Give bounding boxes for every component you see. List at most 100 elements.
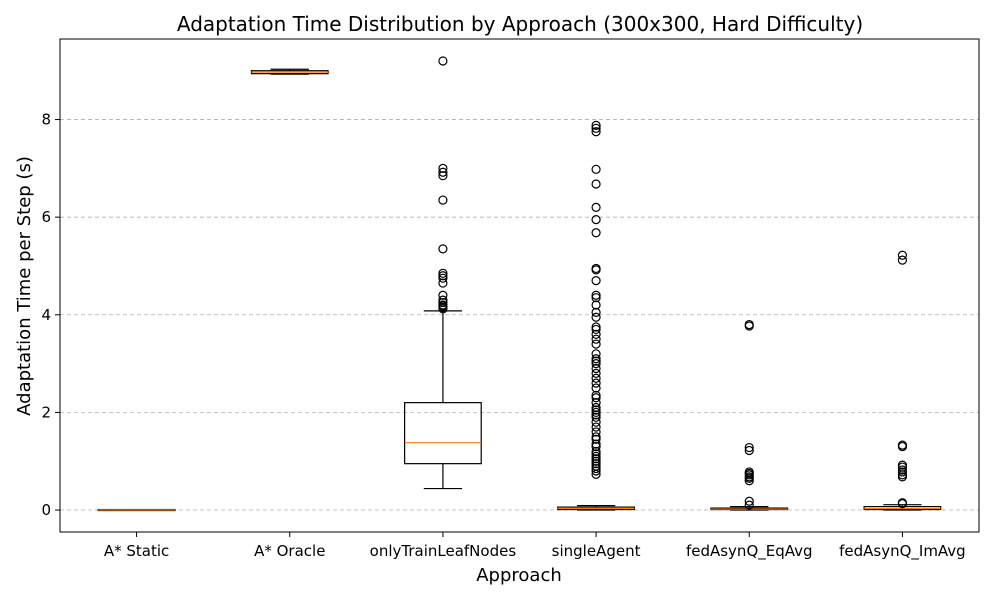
outlier-point (591, 407, 601, 418)
outlier-point (591, 461, 601, 471)
outlier-point (591, 441, 601, 452)
outlier-point (591, 293, 601, 303)
outlier-point (591, 322, 601, 332)
outlier-point (591, 456, 601, 466)
outlier-point (591, 307, 601, 317)
outlier-point (438, 278, 448, 288)
outlier-point (591, 466, 601, 476)
outlier-point (744, 496, 754, 506)
outlier-point (591, 459, 601, 469)
outlier-point (438, 195, 448, 205)
outlier-point (438, 163, 448, 173)
box-group (710, 319, 789, 511)
box-iqr (404, 402, 482, 465)
outlier-point (591, 446, 601, 457)
x-axis: A* Static A* Oracle onlyTrainLeafNodes sing… (104, 532, 966, 561)
outlier-point (897, 250, 908, 260)
grid-lines (60, 119, 979, 511)
outlier-point (438, 297, 448, 308)
box-group (863, 250, 942, 511)
outlier-point (591, 354, 601, 364)
outlier-point (591, 228, 601, 238)
x-axis-label: Approach (476, 565, 562, 586)
outlier-point (591, 324, 601, 335)
outlier-point (591, 356, 601, 366)
outlier-point (591, 449, 601, 459)
outlier-point (438, 273, 448, 283)
outlier-point (591, 123, 601, 133)
outlier-point (591, 349, 601, 359)
y-tick-label: 2 (41, 403, 51, 421)
outlier-point (591, 378, 601, 388)
outlier-point (591, 412, 601, 422)
outlier-point (438, 271, 448, 281)
outlier-point (438, 300, 448, 310)
outlier-point (897, 440, 908, 450)
outlier-point (591, 422, 601, 432)
outlier-point (591, 393, 601, 403)
outlier-point (591, 202, 601, 213)
x-tick-label: onlyTrainLeafNodes (370, 542, 517, 560)
box-group (250, 68, 329, 75)
y-axis: 0 2 4 6 8 (41, 111, 60, 519)
outlier-point (744, 476, 754, 486)
outlier-point (744, 445, 754, 456)
y-tick-label: 8 (41, 111, 51, 129)
outlier-point (591, 398, 601, 408)
outlier-point (438, 56, 448, 66)
outlier-point (897, 255, 908, 265)
y-axis-label: Adaptation Time per Step (s) (14, 156, 35, 416)
outlier-point (591, 439, 601, 449)
outlier-point (591, 454, 601, 464)
outlier-point (744, 500, 754, 510)
plot-area (97, 56, 942, 512)
outlier-point (591, 390, 601, 400)
outlier-point (897, 465, 908, 475)
outlier-point (591, 127, 601, 137)
outlier-point (591, 312, 601, 322)
x-tick-label: singleAgent (552, 542, 641, 560)
y-tick-label: 0 (41, 501, 51, 519)
outlier-point (591, 373, 601, 383)
outlier-point (591, 451, 601, 461)
outlier-point (591, 410, 601, 420)
outlier-point (591, 329, 601, 339)
outlier-point (438, 290, 448, 300)
outlier-point (591, 215, 601, 225)
y-tick-label: 6 (41, 208, 51, 226)
outlier-point (591, 276, 601, 286)
outlier-point (744, 467, 754, 477)
box-group (557, 120, 635, 511)
outlier-point (591, 334, 601, 344)
outlier-point (591, 363, 601, 374)
outlier-point (897, 498, 908, 508)
outlier-point (591, 463, 601, 474)
y-tick-label: 4 (41, 306, 51, 324)
x-tick-label: fedAsynQ_EqAvg (686, 542, 813, 561)
outlier-point (591, 427, 601, 437)
outlier-point (438, 171, 448, 181)
outlier-point (591, 417, 601, 427)
outlier-point (438, 295, 448, 305)
outlier-point (591, 383, 601, 393)
outlier-point (591, 368, 601, 378)
outlier-point (591, 263, 601, 274)
outlier-point (897, 460, 908, 470)
outlier-point (438, 167, 448, 177)
outlier-point (591, 402, 601, 413)
outlier-point (591, 120, 601, 130)
chart-title: Adaptation Time Distribution by Approach… (177, 12, 863, 36)
outlier-point (438, 268, 448, 278)
x-tick-label: fedAsynQ_ImAvg (839, 542, 966, 561)
outlier-point (591, 358, 601, 369)
outlier-point (591, 434, 601, 444)
outlier-point (591, 339, 601, 349)
box-group (404, 56, 482, 490)
outlier-point (744, 319, 754, 330)
outlier-point (591, 290, 601, 300)
outlier-point (591, 432, 601, 442)
outlier-point (591, 179, 601, 189)
outlier-point (591, 164, 601, 174)
